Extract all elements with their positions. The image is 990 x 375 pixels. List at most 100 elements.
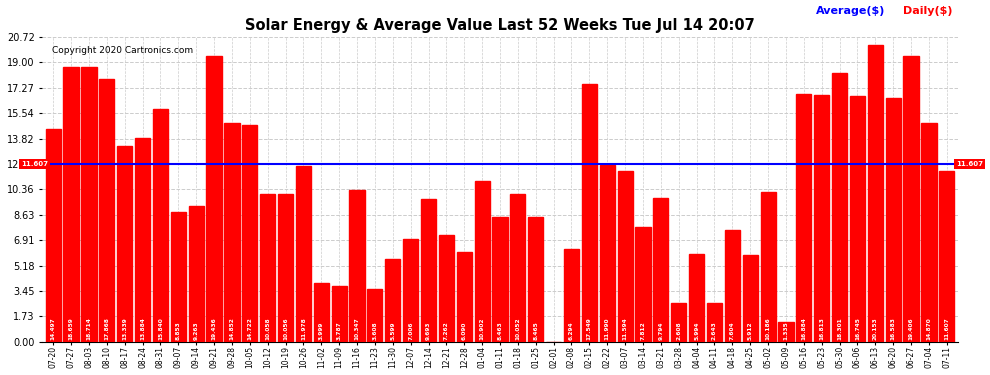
Text: 11.594: 11.594 xyxy=(623,317,628,340)
Text: Daily($): Daily($) xyxy=(903,6,952,16)
Bar xyxy=(81,67,96,342)
Text: 18.659: 18.659 xyxy=(68,317,73,340)
Text: 13.339: 13.339 xyxy=(122,317,127,340)
Bar xyxy=(278,194,293,342)
Text: 19.406: 19.406 xyxy=(909,317,914,340)
Text: 7.262: 7.262 xyxy=(444,321,448,340)
Bar xyxy=(904,57,919,342)
Text: 13.884: 13.884 xyxy=(140,317,146,340)
Text: 11.990: 11.990 xyxy=(605,317,610,340)
Bar xyxy=(760,192,776,342)
Bar xyxy=(260,194,275,342)
Text: 20.153: 20.153 xyxy=(873,317,878,340)
Text: 18.714: 18.714 xyxy=(86,317,91,340)
Text: 3.608: 3.608 xyxy=(372,321,377,340)
Text: 17.549: 17.549 xyxy=(587,317,592,340)
Text: 19.436: 19.436 xyxy=(212,317,217,340)
Text: 14.870: 14.870 xyxy=(927,317,932,340)
Bar xyxy=(582,84,597,342)
Text: 16.884: 16.884 xyxy=(801,317,806,340)
Text: 10.347: 10.347 xyxy=(354,317,359,340)
Bar xyxy=(474,182,490,342)
Text: 16.745: 16.745 xyxy=(855,317,860,340)
Text: 0.008: 0.008 xyxy=(551,321,556,340)
Text: 14.852: 14.852 xyxy=(230,317,235,340)
Text: 10.058: 10.058 xyxy=(265,317,270,340)
Text: 8.465: 8.465 xyxy=(534,321,539,340)
Text: 15.840: 15.840 xyxy=(158,317,163,340)
Bar xyxy=(225,123,240,342)
Text: Average($): Average($) xyxy=(816,6,885,16)
Text: 2.643: 2.643 xyxy=(712,321,717,340)
Bar xyxy=(653,198,668,342)
Text: 9.263: 9.263 xyxy=(194,321,199,340)
Text: 11.607: 11.607 xyxy=(955,161,983,167)
Bar xyxy=(117,146,133,342)
Bar xyxy=(868,45,883,342)
Text: 17.868: 17.868 xyxy=(104,317,109,340)
Bar xyxy=(367,289,382,342)
Bar xyxy=(314,283,329,342)
Bar xyxy=(886,98,901,342)
Bar xyxy=(349,190,364,342)
Text: 10.052: 10.052 xyxy=(516,317,521,340)
Bar xyxy=(421,199,437,342)
Bar xyxy=(940,171,954,342)
Bar xyxy=(492,217,508,342)
Text: 16.583: 16.583 xyxy=(891,317,896,340)
Bar xyxy=(689,254,704,342)
Text: 18.301: 18.301 xyxy=(838,317,842,340)
Bar xyxy=(725,230,740,342)
Text: 1.335: 1.335 xyxy=(783,321,788,340)
Bar xyxy=(385,260,400,342)
Text: 7.006: 7.006 xyxy=(408,321,413,340)
Bar xyxy=(671,303,686,342)
Text: 10.056: 10.056 xyxy=(283,317,288,340)
Bar xyxy=(170,211,186,342)
Bar xyxy=(618,171,633,342)
Text: 6.294: 6.294 xyxy=(569,321,574,340)
Bar xyxy=(243,125,257,342)
Bar xyxy=(707,303,722,342)
Text: 14.497: 14.497 xyxy=(50,317,55,340)
Bar xyxy=(832,73,847,342)
Text: 5.599: 5.599 xyxy=(390,321,395,340)
Text: 7.604: 7.604 xyxy=(730,321,735,340)
Text: 11.607: 11.607 xyxy=(944,317,949,340)
Bar xyxy=(778,322,794,342)
Text: 3.787: 3.787 xyxy=(337,321,342,340)
Bar xyxy=(922,123,937,342)
Text: 10.186: 10.186 xyxy=(765,317,770,340)
Bar xyxy=(600,165,615,342)
Text: 7.812: 7.812 xyxy=(641,321,645,340)
Bar xyxy=(564,249,579,342)
Bar xyxy=(403,238,418,342)
Bar xyxy=(99,79,115,342)
Bar xyxy=(796,93,812,342)
Text: 10.902: 10.902 xyxy=(479,317,485,340)
Bar xyxy=(528,217,544,342)
Bar xyxy=(636,227,650,342)
Text: 16.813: 16.813 xyxy=(819,317,825,340)
Bar xyxy=(296,166,311,342)
Bar xyxy=(207,56,222,342)
Bar xyxy=(46,129,60,342)
Text: Copyright 2020 Cartronics.com: Copyright 2020 Cartronics.com xyxy=(51,46,193,55)
Text: 2.608: 2.608 xyxy=(676,321,681,340)
Bar xyxy=(332,286,346,342)
Bar xyxy=(510,194,526,342)
Bar xyxy=(849,96,865,342)
Text: 5.912: 5.912 xyxy=(747,321,752,340)
Bar xyxy=(814,94,830,342)
Bar xyxy=(742,255,757,342)
Text: 9.693: 9.693 xyxy=(426,321,431,340)
Text: 9.794: 9.794 xyxy=(658,321,663,340)
Bar xyxy=(456,252,472,342)
Bar xyxy=(135,138,150,342)
Bar xyxy=(152,109,168,342)
Text: 8.853: 8.853 xyxy=(176,321,181,340)
Text: 14.722: 14.722 xyxy=(248,317,252,340)
Bar xyxy=(188,206,204,342)
Text: 5.994: 5.994 xyxy=(694,321,699,340)
Text: 11.978: 11.978 xyxy=(301,317,306,340)
